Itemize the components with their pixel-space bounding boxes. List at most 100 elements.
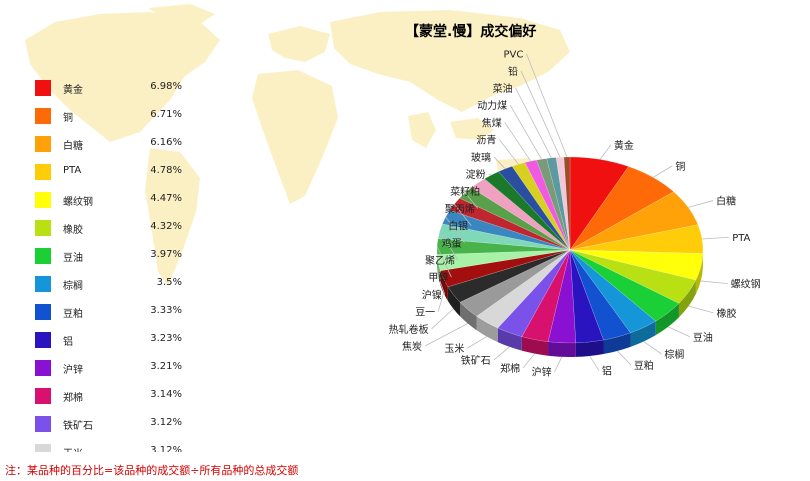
- legend-value: 3.21%: [150, 361, 182, 372]
- pie-slice[interactable]: [497, 249, 571, 337]
- legend-item[interactable]: 豆油 3.97%: [28, 244, 198, 272]
- pie-slice-label: 橡胶: [717, 307, 737, 320]
- legend-item[interactable]: 铁矿石 3.12%: [28, 412, 198, 440]
- pie-slice-label: 沪镍: [422, 288, 442, 301]
- legend-item[interactable]: 螺纹钢 4.47%: [28, 188, 198, 216]
- pie-slice[interactable]: [569, 224, 704, 254]
- pie-slice[interactable]: [569, 249, 657, 334]
- pie-slice-label: 白糖: [716, 195, 736, 208]
- legend-swatch: [35, 276, 51, 292]
- legend-value: 4.47%: [150, 193, 182, 204]
- legend-value: 3.33%: [150, 305, 182, 316]
- legend-value: 6.71%: [150, 109, 182, 120]
- pie-slice[interactable]: [569, 249, 697, 304]
- pie-leader-line: [667, 326, 691, 338]
- legend-value: 6.16%: [150, 137, 182, 148]
- legend-swatch: [35, 192, 51, 208]
- pie-leader-line: [652, 165, 673, 178]
- pie-slice-label: 动力煤: [477, 99, 507, 112]
- pie-leader-line: [437, 292, 444, 312]
- legend-label: 黄金: [63, 85, 83, 96]
- pie-slice-label: 玉米: [444, 342, 464, 355]
- legend-item[interactable]: 铝 3.23%: [28, 328, 198, 356]
- pie-slice-label: 铁矿石: [461, 354, 491, 367]
- pie-leader-line: [445, 216, 465, 244]
- pie-slice-label: 螺纹钢: [731, 278, 761, 291]
- legend-item[interactable]: 玉米 3.12%: [28, 440, 198, 452]
- pie-slice[interactable]: [569, 249, 704, 281]
- pie-slice[interactable]: [569, 156, 629, 251]
- pie-leader-line: [700, 280, 728, 285]
- legend-swatch: [35, 108, 51, 124]
- pie-slice[interactable]: [569, 249, 604, 344]
- pie-leader-line: [526, 53, 568, 158]
- pie-slice-side: [476, 316, 498, 343]
- pie-leader-line: [436, 246, 452, 278]
- legend-label: 棕榈: [63, 281, 83, 292]
- pie-slice-label: 豆粕: [634, 359, 654, 372]
- pie-leader-line: [493, 346, 510, 361]
- pie-slice-label: 铝: [602, 366, 612, 378]
- legend-value: 3.5%: [156, 277, 182, 288]
- pie-leader-line: [499, 139, 519, 165]
- legend-item[interactable]: 黄金 6.98%: [28, 76, 198, 104]
- pie-slice-label: 鸡蛋: [442, 237, 462, 250]
- pie-slice[interactable]: [547, 249, 577, 344]
- pie-slice-side: [630, 321, 656, 347]
- pie-slice[interactable]: [437, 223, 571, 251]
- pie-leader-line: [493, 156, 506, 170]
- legend-label: 铁矿石: [63, 421, 93, 432]
- legend-value: 3.23%: [150, 333, 182, 344]
- pie-slice[interactable]: [447, 249, 571, 303]
- pie-leader-line: [702, 236, 730, 240]
- pie-slice-side: [459, 302, 477, 331]
- pie-slice[interactable]: [521, 249, 571, 342]
- legend-label: 豆油: [63, 253, 83, 264]
- legend-item[interactable]: 白糖 6.16%: [28, 132, 198, 160]
- legend-swatch: [35, 80, 51, 96]
- pie-slice-label: PVC: [504, 50, 524, 61]
- pie-slice[interactable]: [484, 171, 571, 251]
- legend-item[interactable]: 橡胶 4.32%: [28, 216, 198, 244]
- pie-leader-line: [437, 276, 446, 295]
- legend-label: 铝: [63, 337, 73, 348]
- legend: 黄金 6.98% 铜 6.71% 白糖 6.16% PTA 4.78% 螺纹钢 4.47% 橡胶 4.…: [28, 76, 198, 452]
- pie-slice[interactable]: [436, 238, 571, 255]
- pie-slice-side: [678, 280, 696, 318]
- legend-label: PTA: [63, 165, 82, 176]
- pie-leader-line: [488, 173, 492, 176]
- legend-item[interactable]: 郑棉 3.14%: [28, 384, 198, 412]
- pie-slice[interactable]: [436, 249, 571, 271]
- pie-leader-line: [439, 231, 459, 261]
- legend-item[interactable]: 豆粕 3.33%: [28, 300, 198, 328]
- pie-slice[interactable]: [569, 249, 631, 341]
- legend-value: 4.78%: [150, 165, 182, 176]
- pie-leader-line: [688, 200, 714, 208]
- pie-leader-line: [599, 144, 612, 160]
- legend-item[interactable]: 铜 6.71%: [28, 104, 198, 132]
- legend-value: 3.97%: [150, 249, 182, 260]
- pie-slice[interactable]: [498, 165, 571, 251]
- pie-leader-line: [509, 104, 542, 160]
- pie-slice[interactable]: [476, 249, 571, 329]
- legend-item[interactable]: 棕榈 3.5%: [28, 272, 198, 300]
- legend-item[interactable]: 沪锌 3.21%: [28, 356, 198, 384]
- pie-slice-label: 棕榈: [664, 348, 684, 361]
- pie-slice[interactable]: [440, 249, 571, 288]
- pie-slice-label: 豆油: [693, 331, 713, 344]
- pie-slice[interactable]: [569, 166, 675, 251]
- pie-slice[interactable]: [459, 249, 571, 317]
- pie-slice-label: 菜油: [493, 82, 513, 95]
- pie-slice[interactable]: [569, 249, 680, 322]
- pie-slice-side: [655, 303, 679, 336]
- pie-leader-line: [454, 203, 472, 226]
- pie-slice-label: 黄金: [614, 139, 634, 152]
- legend-swatch: [35, 360, 51, 376]
- legend-swatch: [35, 164, 51, 180]
- legend-item[interactable]: PTA 4.78%: [28, 160, 198, 188]
- pie-leader-line: [477, 182, 484, 192]
- legend-value: 3.12%: [150, 417, 182, 428]
- pie-slice-label: 菜籽粕: [450, 185, 480, 198]
- pie-slice-side: [575, 340, 604, 357]
